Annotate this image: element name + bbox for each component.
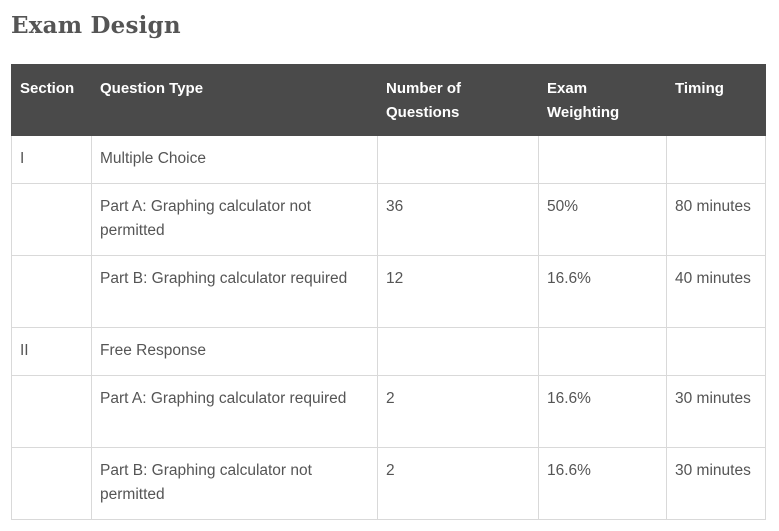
- cell-question-type: Multiple Choice: [91, 135, 378, 184]
- cell-timing: 80 minutes: [666, 183, 766, 256]
- exam-design-table: Section Question Type Number of Question…: [11, 64, 766, 520]
- table-row: Part A: Graphing calculator required 2 1…: [11, 375, 766, 448]
- cell-number-of-questions: [377, 135, 539, 184]
- table-row: I Multiple Choice: [11, 135, 766, 184]
- header-timing: Timing: [666, 64, 766, 136]
- table-row: Part B: Graphing calculator required 12 …: [11, 255, 766, 328]
- cell-section: [11, 183, 92, 256]
- table-header-row: Section Question Type Number of Question…: [11, 64, 766, 136]
- table-row: II Free Response: [11, 327, 766, 376]
- cell-exam-weighting: 16.6%: [538, 447, 667, 520]
- table-row: Part B: Graphing calculator not permitte…: [11, 447, 766, 520]
- cell-section: [11, 447, 92, 520]
- cell-exam-weighting: [538, 135, 667, 184]
- cell-timing: [666, 327, 766, 376]
- cell-timing: 30 minutes: [666, 447, 766, 520]
- header-question-type: Question Type: [91, 64, 378, 136]
- cell-number-of-questions: 2: [377, 375, 539, 448]
- table-row: Part A: Graphing calculator not permitte…: [11, 183, 766, 256]
- cell-timing: 40 minutes: [666, 255, 766, 328]
- cell-question-type: Part B: Graphing calculator not permitte…: [91, 447, 378, 520]
- cell-section: [11, 255, 92, 328]
- page-title: Exam Design: [11, 12, 181, 39]
- cell-section: I: [11, 135, 92, 184]
- cell-question-type: Part A: Graphing calculator required: [91, 375, 378, 448]
- cell-exam-weighting: 16.6%: [538, 255, 667, 328]
- header-exam-weighting: Exam Weighting: [538, 64, 667, 136]
- cell-exam-weighting: 16.6%: [538, 375, 667, 448]
- cell-section: II: [11, 327, 92, 376]
- cell-section: [11, 375, 92, 448]
- cell-question-type: Part A: Graphing calculator not permitte…: [91, 183, 378, 256]
- cell-timing: 30 minutes: [666, 375, 766, 448]
- cell-question-type: Free Response: [91, 327, 378, 376]
- cell-exam-weighting: [538, 327, 667, 376]
- header-section: Section: [11, 64, 92, 136]
- header-number-of-questions: Number of Questions: [377, 64, 539, 136]
- cell-number-of-questions: 2: [377, 447, 539, 520]
- cell-number-of-questions: 12: [377, 255, 539, 328]
- cell-number-of-questions: [377, 327, 539, 376]
- cell-number-of-questions: 36: [377, 183, 539, 256]
- cell-question-type: Part B: Graphing calculator required: [91, 255, 378, 328]
- cell-exam-weighting: 50%: [538, 183, 667, 256]
- cell-timing: [666, 135, 766, 184]
